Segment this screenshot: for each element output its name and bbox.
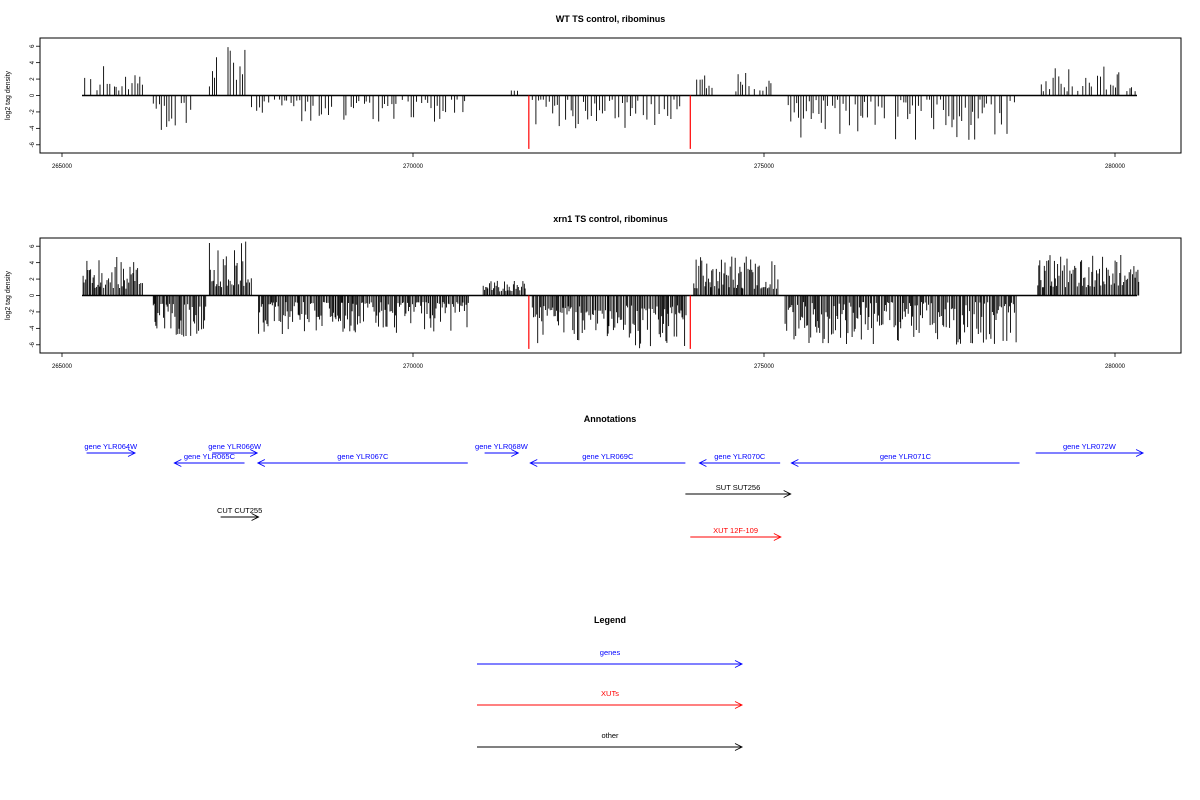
annotation-label: SUT SUT256: [716, 483, 760, 492]
annotation-label: gene YLR065C: [184, 452, 236, 461]
xrn1-coverage-panel: xrn1 TS control, ribominus 6 4 2 0 -2 -4 -6 log2…: [5, 214, 1182, 370]
annotation-label: CUT CUT255: [217, 506, 262, 515]
legend-arrowhead: [734, 660, 744, 668]
legend: Legend genes XUTs other: [477, 615, 744, 751]
annotation-label: gene YLR069C: [582, 452, 634, 461]
annotation-arrowhead: [251, 513, 260, 521]
y-tick-label: 2: [30, 77, 36, 81]
legend-label: XUTs: [601, 689, 619, 698]
annotation-label: gene YLR071C: [880, 452, 932, 461]
annotation-arrowhead: [511, 449, 520, 457]
legend-label: genes: [600, 648, 621, 657]
wt-coverage-panel: WT TS control, ribominus 6 4 2 0 -2 -4 -6 log2 t…: [5, 14, 1182, 170]
x-tick-label: 265000: [52, 364, 73, 370]
legend-title: Legend: [594, 615, 626, 625]
legend-arrowhead: [734, 701, 744, 709]
y-axis-label: log2 tag density: [5, 270, 12, 320]
y-tick-label: 6: [30, 44, 36, 48]
annotation-label: gene YLR067C: [337, 452, 389, 461]
y-tick-label: 4: [30, 260, 36, 264]
y-tick-label: 6: [30, 244, 36, 248]
y-tick-label: 0: [30, 93, 36, 97]
x-tick-label: 265000: [52, 164, 73, 170]
x-tick-label: 280000: [1105, 164, 1126, 170]
annotation-arrowhead: [773, 533, 782, 541]
annotation-arrowhead: [698, 459, 707, 467]
annotation-arrowhead: [790, 459, 799, 467]
legend-arrowhead: [734, 743, 744, 751]
annotation-label: gene YLR066W: [208, 442, 262, 451]
panel-title: WT TS control, ribominus: [556, 14, 666, 24]
y-axis-label: log2 tag density: [5, 70, 12, 120]
x-tick-label: 270000: [403, 164, 424, 170]
annotation-label: gene YLR070C: [714, 452, 766, 461]
x-tick-label: 270000: [403, 364, 424, 370]
y-tick-label: 4: [30, 60, 36, 64]
y-tick-label: 0: [30, 293, 36, 297]
legend-label: other: [601, 731, 619, 740]
y-tick-label: 2: [30, 277, 36, 281]
annotation-label: XUT 12F-109: [713, 526, 758, 535]
annotation-arrowhead: [256, 459, 266, 467]
annotations-title: Annotations: [584, 414, 637, 424]
annotation-arrowhead: [249, 449, 259, 457]
y-tick-label: -6: [30, 341, 36, 347]
annotation-arrowhead: [783, 490, 792, 498]
y-tick-label: -4: [30, 125, 36, 131]
annotation-label: gene YLR064W: [84, 442, 138, 451]
x-tick-label: 275000: [754, 364, 775, 370]
panel-title: xrn1 TS control, ribominus: [553, 214, 668, 224]
x-tick-label: 275000: [754, 164, 775, 170]
annotation-label: gene YLR068W: [475, 442, 529, 451]
y-tick-label: -4: [30, 325, 36, 331]
y-tick-label: -2: [30, 309, 36, 315]
annotation-label: gene YLR072W: [1063, 442, 1117, 451]
annotation-arrowhead: [1135, 449, 1145, 457]
annotation-arrowhead: [173, 459, 182, 467]
annotation-arrowhead: [127, 449, 137, 457]
y-tick-label: -6: [30, 141, 36, 147]
annotation-arrowhead: [529, 459, 538, 467]
y-tick-label: -2: [30, 109, 36, 115]
x-tick-label: 280000: [1105, 364, 1126, 370]
